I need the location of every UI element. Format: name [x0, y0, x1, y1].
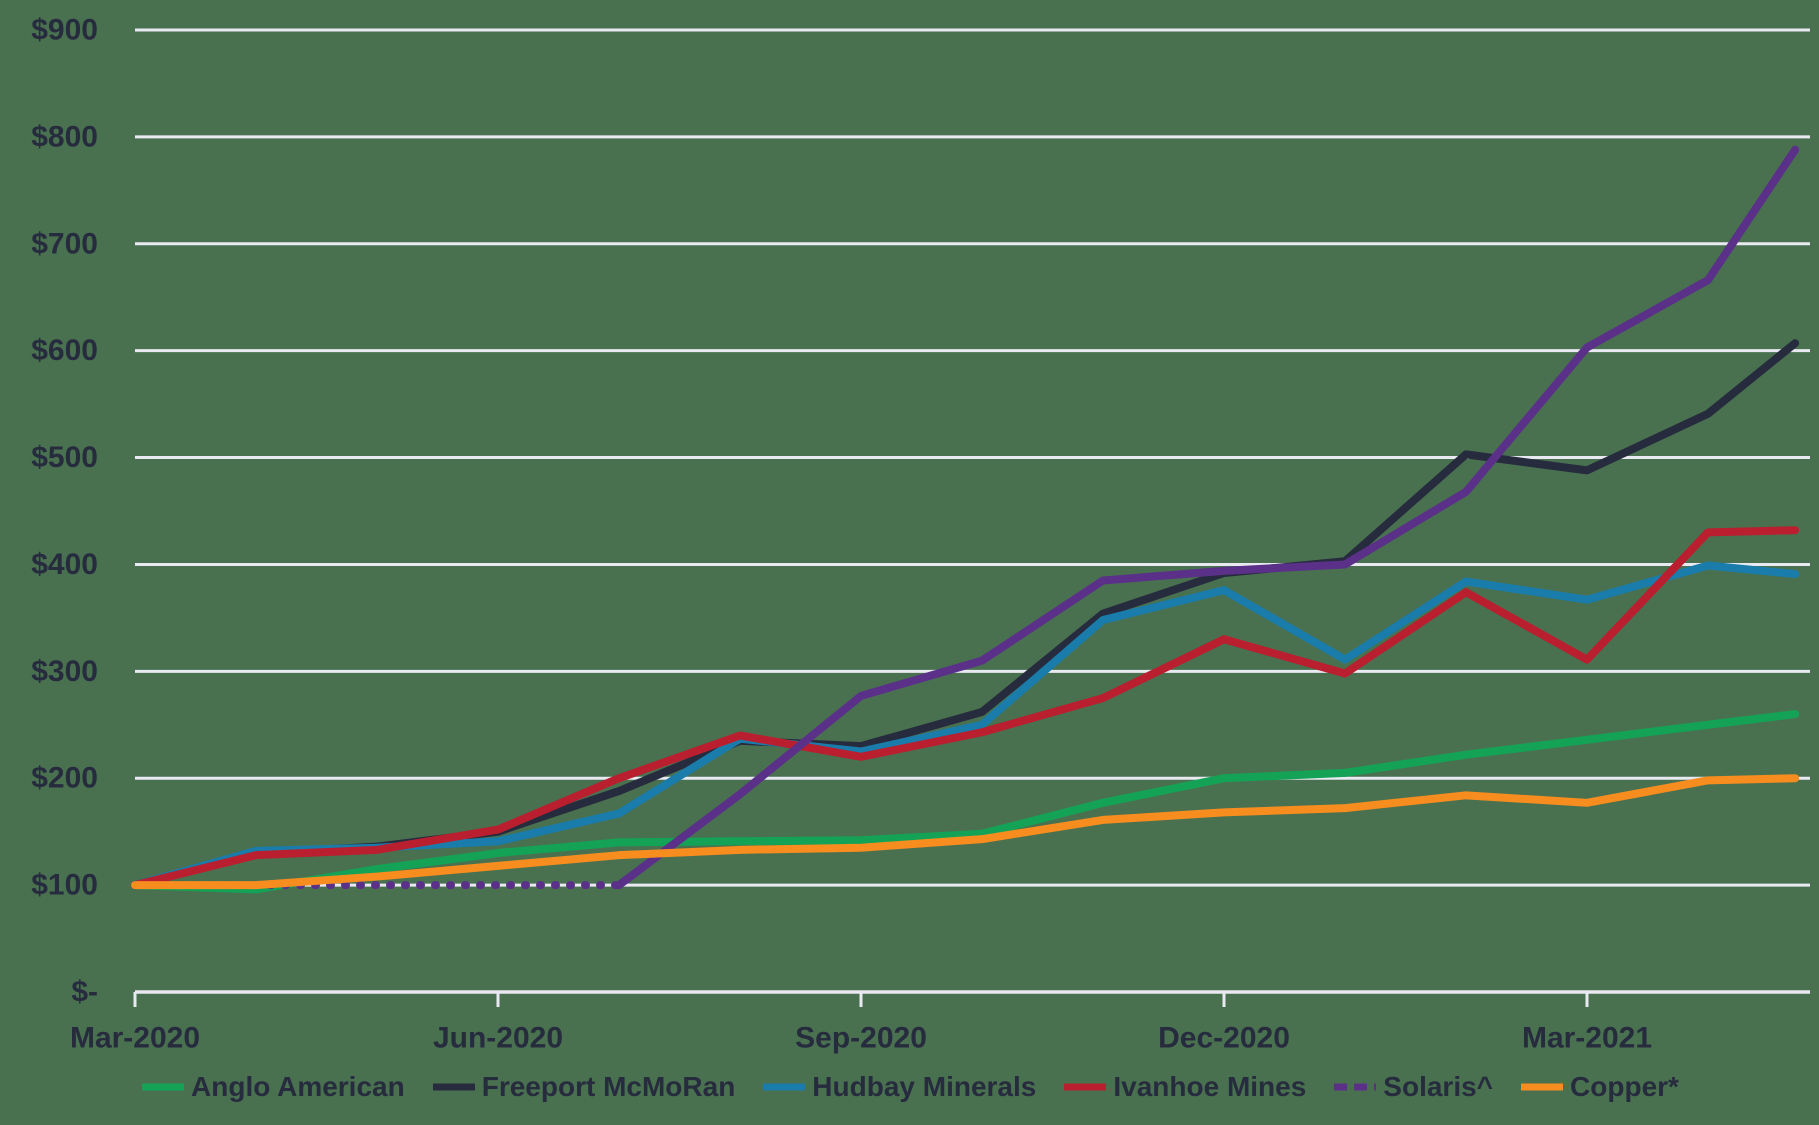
- legend-label: Copper*: [1570, 1071, 1679, 1102]
- series-line-solaris: [615, 145, 1800, 890]
- x-tick-label: Dec-2020: [1158, 1022, 1290, 1055]
- legend-label: Solaris^: [1383, 1071, 1494, 1102]
- y-tick-label: $700: [31, 227, 98, 260]
- legend-item-anglo-american: Anglo American: [140, 1071, 405, 1103]
- x-tick-label: Jun-2020: [433, 1022, 563, 1055]
- series-line-ivanhoe-mines: [131, 526, 1800, 890]
- legend-item-ivanhoe-mines: Ivanhoe Mines: [1062, 1071, 1306, 1103]
- legend: Anglo American Freeport McMoRan Hudbay Min…: [0, 1062, 1819, 1112]
- y-tick-label: $500: [31, 441, 98, 474]
- x-tick-label: Mar-2020: [70, 1022, 200, 1055]
- x-axis: Mar-2020 Jun-2020 Sep-2020 Dec-2020 Mar-2021: [70, 990, 1810, 1055]
- y-tick-label: $200: [31, 762, 98, 795]
- series-solaris: [131, 145, 1800, 890]
- hudbay-minerals-line-swatch-icon: [763, 1083, 806, 1091]
- y-tick-label: $400: [31, 548, 98, 581]
- series-line-anglo-american: [131, 710, 1800, 894]
- series-anglo-american: [131, 710, 1800, 894]
- y-tick-label: $800: [31, 120, 98, 153]
- gridlines: [135, 28, 1810, 887]
- legend-label: Hudbay Minerals: [812, 1071, 1037, 1102]
- y-tick-label: $300: [31, 655, 98, 688]
- legend-label: Freeport McMoRan: [481, 1071, 736, 1102]
- series-line-copper: [131, 774, 1800, 890]
- legend-item-hudbay-minerals: Hudbay Minerals: [761, 1071, 1036, 1103]
- y-tick-label: $100: [31, 869, 98, 902]
- copper-line-swatch-icon: [1521, 1083, 1564, 1091]
- anglo-american-line-swatch-icon: [142, 1083, 185, 1091]
- legend-item-freeport-mcmoran: Freeport McMoRan: [431, 1071, 736, 1103]
- freeport-mcmoran-line-swatch-icon: [432, 1083, 475, 1091]
- ivanhoe-mines-line-swatch-icon: [1064, 1083, 1107, 1091]
- legend-label: Anglo American: [191, 1071, 405, 1102]
- series-ivanhoe-mines: [131, 526, 1800, 890]
- x-tick-label: Mar-2021: [1522, 1022, 1652, 1055]
- legend-label: Ivanhoe Mines: [1113, 1071, 1307, 1102]
- y-tick-label: $900: [31, 14, 98, 47]
- legend-item-solaris: Solaris^: [1332, 1071, 1493, 1103]
- y-axis: $- $100 $200 $300 $400 $500 $600 $700 $800 $900: [31, 14, 98, 1009]
- y-tick-label: $600: [31, 334, 98, 367]
- legend-item-copper: Copper*: [1519, 1071, 1679, 1103]
- solaris-line-swatch-icon: [1334, 1083, 1377, 1091]
- y-tick-label: $-: [71, 976, 98, 1009]
- x-tick-label: Sep-2020: [795, 1022, 927, 1055]
- series-copper: [131, 774, 1800, 890]
